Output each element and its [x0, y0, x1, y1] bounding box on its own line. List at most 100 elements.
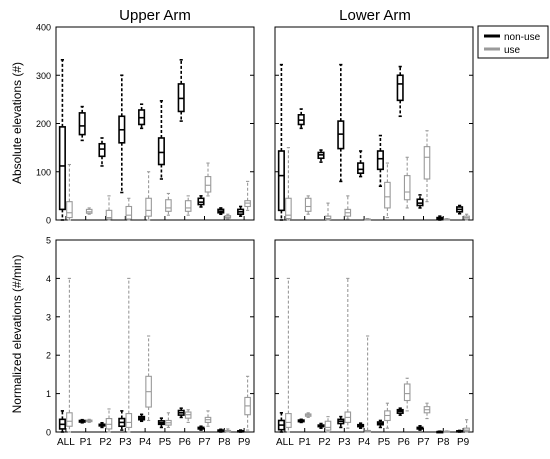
- panel-frame: [274, 239, 474, 433]
- box-iqr: [78, 112, 86, 136]
- panel-3: ALL P1 P2 P3 P4 P5 P6 P7 P8 P9: [274, 239, 474, 448]
- y-tick-label: 0: [46, 428, 51, 438]
- x-tick-label: P6: [179, 437, 192, 448]
- y-tick-label: 400: [36, 23, 51, 33]
- box-use-P5: [384, 402, 391, 429]
- box-use-P7: [204, 162, 212, 197]
- box-non-use-P4: [357, 422, 365, 429]
- box-iqr: [376, 150, 384, 171]
- box-non-use-P8: [217, 428, 225, 433]
- box-non-use-P3: [337, 415, 345, 429]
- box-non-use-P3: [118, 410, 126, 431]
- box-use-P1: [85, 418, 93, 423]
- legend-box: [477, 25, 549, 59]
- x-tick-label: P6: [398, 437, 411, 448]
- box-non-use-P8: [436, 430, 444, 434]
- x-tick-label: P1: [299, 437, 312, 448]
- box-iqr: [125, 413, 133, 428]
- x-tick-label: P8: [437, 437, 450, 448]
- box-non-use-ALL: [58, 410, 66, 433]
- box-use-P6: [184, 195, 192, 216]
- box-non-use-P5: [376, 419, 384, 429]
- box-non-use-P7: [197, 425, 205, 431]
- box-use-P4: [145, 335, 152, 422]
- box-use-P9: [244, 180, 251, 211]
- box-use-P1: [85, 207, 93, 215]
- box-non-use-P1: [297, 418, 305, 424]
- box-iqr: [357, 162, 365, 174]
- box-iqr: [66, 412, 73, 427]
- box-non-use-P5: [157, 417, 165, 429]
- box-iqr: [184, 200, 192, 212]
- upper-arm-title: Upper Arm: [119, 7, 191, 24]
- x-tick-label: P1: [80, 437, 93, 448]
- box-use-P2: [105, 408, 113, 433]
- box-non-use-P9: [456, 429, 464, 433]
- box-non-use-P1: [297, 108, 305, 130]
- box-non-use-ALL: [277, 63, 285, 221]
- x-tick-label: P5: [159, 437, 172, 448]
- box-non-use-P4: [138, 413, 146, 423]
- box-iqr: [396, 74, 404, 102]
- box-iqr: [423, 146, 431, 180]
- box-use-P7: [423, 130, 431, 203]
- box-iqr: [403, 383, 411, 402]
- box-non-use-P3: [118, 74, 126, 194]
- box-iqr: [304, 197, 312, 212]
- box-use-P6: [184, 409, 192, 423]
- box-iqr: [285, 413, 292, 428]
- box-use-P6: [403, 156, 411, 209]
- box-use-P2: [324, 202, 332, 221]
- box-non-use-ALL: [277, 411, 285, 433]
- box-non-use-P6: [396, 65, 404, 118]
- x-tick-label: P4: [358, 437, 371, 448]
- x-tick-label: P8: [218, 437, 231, 448]
- box-non-use-P2: [317, 422, 325, 429]
- x-tick-label: P2: [318, 437, 331, 448]
- y-tick-label: 200: [36, 119, 51, 129]
- x-tick-label: P5: [378, 437, 391, 448]
- y-tick-label: 3: [46, 312, 51, 322]
- box-non-use-P5: [157, 100, 165, 180]
- box-non-use-P8: [436, 215, 444, 221]
- box-use-P9: [244, 375, 251, 431]
- box-use-P1: [304, 412, 312, 418]
- x-tick-label: P7: [417, 437, 430, 448]
- box-iqr: [145, 197, 152, 217]
- x-tick-label: P3: [338, 437, 351, 448]
- box-iqr: [204, 176, 212, 193]
- box-use-P9: [463, 419, 470, 433]
- x-tick-label: P3: [119, 437, 132, 448]
- x-tick-label: P9: [238, 437, 251, 448]
- box-non-use-P2: [317, 149, 325, 163]
- box-iqr: [403, 175, 411, 201]
- box-use-P5: [384, 162, 391, 219]
- box-iqr: [165, 199, 172, 212]
- box-use-ALL: [66, 277, 73, 433]
- box-use-ALL: [285, 147, 292, 221]
- box-use-P5: [165, 192, 172, 216]
- box-non-use-P6: [177, 59, 185, 122]
- panel-0: 0 100 200 300 400: [36, 23, 255, 226]
- box-iqr: [277, 150, 285, 212]
- box-use-P5: [165, 412, 172, 428]
- box-non-use-ALL: [58, 59, 66, 221]
- box-use-P3: [125, 197, 133, 221]
- box-non-use-P1: [78, 105, 86, 142]
- box-use-P1: [304, 195, 312, 215]
- box-non-use-P7: [416, 425, 424, 431]
- y-tick-label: 300: [36, 71, 51, 81]
- y-tick-label: 5: [46, 236, 51, 246]
- box-non-use-P9: [237, 205, 245, 217]
- box-use-P8: [443, 218, 451, 221]
- x-tick-label: P2: [99, 437, 112, 448]
- box-non-use-P8: [217, 207, 225, 216]
- box-non-use-P5: [376, 134, 384, 188]
- box-iqr: [324, 215, 332, 221]
- box-iqr: [58, 126, 66, 211]
- box-iqr: [384, 181, 391, 209]
- panel-1: [274, 26, 474, 221]
- box-non-use-P2: [98, 137, 106, 167]
- box-iqr: [157, 137, 165, 166]
